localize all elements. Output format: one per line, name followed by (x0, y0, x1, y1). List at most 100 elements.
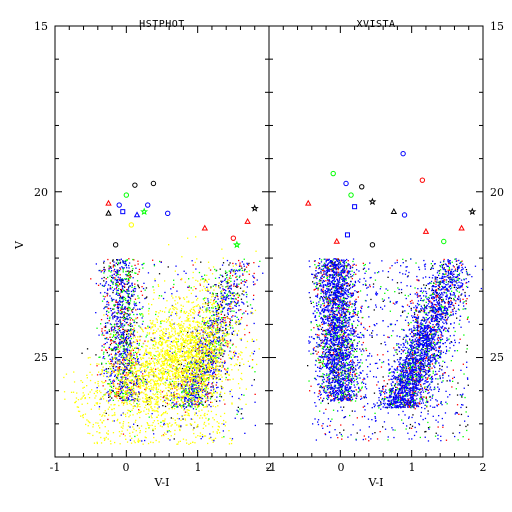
data-point (118, 383, 120, 385)
data-point (126, 394, 128, 396)
data-point (183, 345, 185, 348)
data-point (241, 358, 243, 360)
data-point (109, 285, 111, 287)
data-point (91, 389, 93, 391)
data-point (123, 349, 125, 351)
data-point (167, 353, 169, 355)
data-point (186, 401, 189, 403)
data-point (175, 376, 177, 378)
data-point (122, 315, 125, 317)
data-point (110, 353, 112, 355)
data-point (101, 421, 103, 423)
data-point (122, 433, 125, 435)
data-point (157, 379, 159, 382)
data-point (127, 425, 130, 427)
data-point (150, 337, 152, 339)
data-point (193, 432, 195, 435)
data-point (130, 359, 133, 361)
data-point (230, 280, 232, 282)
data-point (171, 295, 173, 297)
data-point (194, 347, 196, 350)
data-point (195, 364, 197, 366)
data-point (147, 310, 150, 312)
data-point (141, 294, 144, 296)
data-point (196, 329, 199, 331)
data-point (155, 313, 157, 316)
data-point (191, 345, 194, 347)
data-point (152, 320, 154, 322)
data-point (111, 300, 113, 302)
data-point (143, 366, 145, 368)
data-point (228, 443, 231, 445)
data-point (136, 425, 139, 427)
data-point (153, 436, 155, 439)
data-point (215, 384, 217, 386)
data-point (160, 344, 163, 347)
data-point (202, 391, 204, 393)
data-point (190, 287, 192, 289)
data-point (149, 364, 151, 366)
data-point (148, 376, 150, 378)
data-point (156, 346, 159, 348)
data-point (161, 349, 163, 351)
data-point (178, 351, 180, 353)
data-point (195, 279, 197, 281)
data-point (189, 423, 191, 425)
data-point (182, 388, 184, 390)
data-point (215, 331, 217, 333)
data-point (210, 327, 212, 329)
data-point (171, 311, 173, 313)
data-point (208, 423, 210, 425)
data-point (112, 382, 114, 384)
data-point (254, 283, 256, 285)
data-point (135, 302, 137, 304)
data-point (127, 378, 129, 381)
data-point (112, 370, 114, 372)
data-point (184, 403, 187, 405)
data-point (200, 371, 203, 374)
data-point (177, 273, 179, 276)
data-point (204, 394, 207, 396)
data-point (215, 366, 217, 368)
data-point (187, 371, 189, 373)
data-point (115, 283, 117, 285)
data-point (210, 339, 212, 342)
data-point (106, 372, 108, 374)
data-point (200, 414, 202, 417)
data-point (191, 393, 193, 395)
data-point (207, 363, 210, 365)
data-point (129, 390, 131, 393)
data-point (111, 397, 113, 399)
data-point (144, 401, 146, 403)
data-point (217, 370, 219, 372)
data-point (96, 327, 98, 329)
data-point (114, 354, 116, 356)
data-point (173, 344, 175, 347)
data-point (207, 419, 209, 421)
data-point (123, 352, 125, 355)
data-point (158, 352, 160, 354)
data-point (196, 356, 198, 358)
data-point (136, 313, 138, 316)
data-point (229, 357, 232, 359)
data-point (118, 278, 120, 280)
data-point (122, 341, 124, 344)
data-point (220, 374, 222, 376)
data-point (161, 435, 163, 437)
data-point (238, 309, 240, 311)
data-point (200, 398, 202, 400)
data-point (117, 328, 119, 331)
data-point (220, 303, 222, 306)
data-point (176, 366, 178, 369)
data-point (104, 337, 106, 340)
data-point (103, 369, 105, 371)
data-point (191, 357, 194, 359)
data-point (222, 350, 224, 353)
data-point (202, 427, 204, 429)
data-point (153, 340, 155, 343)
data-point (117, 369, 119, 371)
data-point (152, 386, 155, 388)
data-point (152, 422, 154, 424)
data-point (127, 398, 129, 400)
data-point (120, 333, 123, 336)
